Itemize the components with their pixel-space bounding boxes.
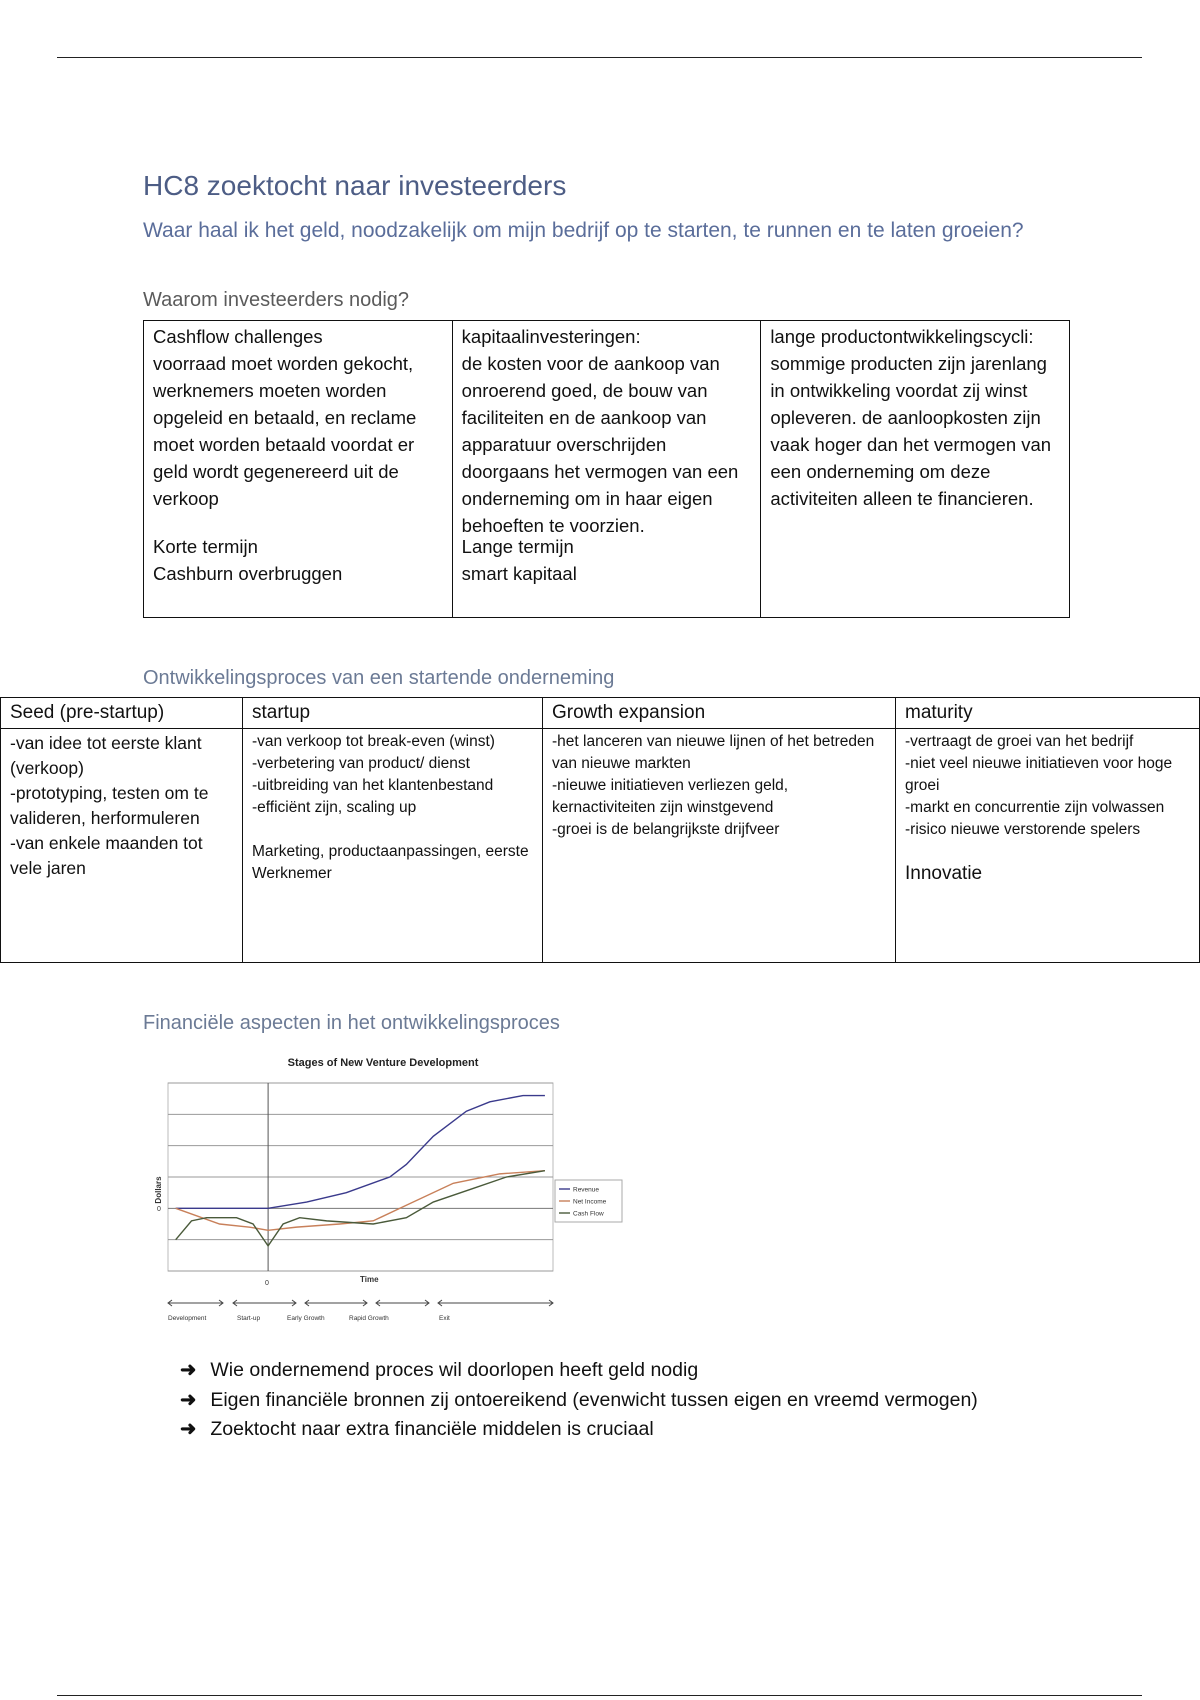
list-item: -risico nieuwe verstorende spelers bbox=[905, 821, 1141, 838]
list-item: -verbetering van product/ dienst bbox=[252, 755, 470, 772]
x-axis-label: Time bbox=[360, 1275, 379, 1284]
list-item: -van idee tot eerste klant (verkoop) bbox=[10, 733, 202, 778]
list-item: ➜ Wie ondernemend proces wil doorlopen he… bbox=[180, 1356, 978, 1386]
maturity-cell: -vertraagt de groei van het bedrijf -nie… bbox=[895, 728, 1200, 963]
list-item: -het lanceren van nieuwe lijnen of het b… bbox=[552, 733, 875, 772]
cell-footer: Lange termijn bbox=[461, 536, 574, 557]
series-line-cash-flow bbox=[175, 1170, 546, 1248]
section-heading-why-investors: Waarom investeerders nodig? bbox=[143, 289, 410, 311]
stage-label: Exit bbox=[439, 1315, 450, 1322]
capital-investments-cell: kapitaalinvesteringen: de kosten voor de… bbox=[451, 320, 762, 618]
development-stages-table: Seed (pre-startup) startup Growth expans… bbox=[0, 697, 1200, 963]
growth-cell: -het lanceren van nieuwe lijnen of het b… bbox=[542, 728, 896, 963]
seed-cell: -van idee tot eerste klant (verkoop) -pr… bbox=[0, 728, 243, 963]
header-growth: Growth expansion bbox=[542, 697, 896, 729]
page-subtitle: Waar haal ik het geld, noodzakelijk om m… bbox=[143, 219, 1024, 242]
startup-note: Marketing, productaanpassingen, eerste W… bbox=[252, 843, 529, 882]
bullet-list: ➜ Wie ondernemend proces wil doorlopen he… bbox=[180, 1356, 978, 1445]
cell-footer: Cashburn overbruggen bbox=[153, 563, 343, 584]
list-item: -nieuwe initiatieven verliezen geld, ker… bbox=[552, 777, 789, 816]
header-startup: startup bbox=[242, 697, 543, 729]
right-arrow-icon: ➜ bbox=[180, 1418, 197, 1440]
series-line-revenue bbox=[175, 1094, 545, 1210]
list-item: -markt en concurrentie zijn volwassen bbox=[905, 799, 1165, 816]
bullet-text: Eigen financiële bronnen zij ontoereiken… bbox=[210, 1388, 978, 1411]
section-heading-financial: Financiële aspecten in het ontwikkelings… bbox=[143, 1012, 560, 1034]
arrowhead-icon bbox=[167, 1299, 224, 1307]
cell-text: de kosten voor de aankoop van onroerend … bbox=[461, 353, 739, 536]
section-heading-development: Ontwikkelingsproces van een startende on… bbox=[143, 667, 615, 689]
cell-title: lange productontwikkelingscycli: bbox=[770, 326, 1034, 347]
x-tick-label: 0 bbox=[265, 1280, 269, 1287]
cell-footer: smart kapitaal bbox=[461, 563, 577, 584]
list-item: -van enkele maanden tot vele jaren bbox=[10, 833, 203, 878]
chart-title: Stages of New Venture Development bbox=[288, 1057, 479, 1069]
legend-label: Cash Flow bbox=[573, 1211, 604, 1218]
header-rule bbox=[57, 57, 1142, 58]
cell-footer: Korte termijn bbox=[153, 536, 258, 557]
list-item: -uitbreiding van het klantenbestand bbox=[252, 777, 494, 794]
venture-stages-chart: Stages of New Venture Development Time D… bbox=[154, 1057, 623, 1322]
bullet-text: Zoektocht naar extra financiële middelen… bbox=[210, 1418, 654, 1440]
legend-label: Net Income bbox=[573, 1199, 607, 1206]
maturity-note: Innovatie bbox=[905, 863, 983, 884]
arrowhead-icon bbox=[375, 1299, 430, 1307]
cell-title: kapitaalinvesteringen: bbox=[461, 326, 641, 347]
arrowhead-icon bbox=[304, 1299, 368, 1307]
stage-label: Rapid Growth bbox=[349, 1315, 389, 1322]
list-item: -efficiënt zijn, scaling up bbox=[252, 799, 417, 816]
header-seed: Seed (pre-startup) bbox=[0, 697, 243, 729]
cell-text: sommige producten zijn jarenlang in ontw… bbox=[770, 353, 1052, 509]
right-arrow-icon: ➜ bbox=[180, 1388, 197, 1411]
series-line-net-income bbox=[175, 1170, 545, 1231]
bullet-text: Wie ondernemend proces wil doorlopen hee… bbox=[210, 1359, 699, 1381]
cell-text: voorraad moet worden gekocht, werknemers… bbox=[153, 353, 417, 509]
arrowhead-icon bbox=[437, 1299, 554, 1307]
list-item: -van verkoop tot break-even (winst) bbox=[252, 733, 495, 750]
stage-label: Development bbox=[168, 1315, 206, 1322]
list-item: ➜ Zoektocht naar extra financiële middele… bbox=[180, 1415, 978, 1445]
list-item: -vertraagt de groei van het bedrijf bbox=[905, 733, 1134, 750]
list-item: -groei is de belangrijkste drijfveer bbox=[552, 821, 780, 838]
stage-label: Early Growth bbox=[287, 1315, 325, 1322]
stage-label: Start-up bbox=[237, 1315, 261, 1322]
why-investors-table: Cashflow challenges voorraad moet worden… bbox=[143, 320, 1070, 618]
legend-label: Revenue bbox=[573, 1187, 599, 1194]
y-axis-label: Dollars bbox=[154, 1176, 163, 1204]
cashflow-cell: Cashflow challenges voorraad moet worden… bbox=[143, 320, 453, 618]
list-item: -prototyping, testen om te valideren, he… bbox=[10, 783, 209, 828]
arrowhead-icon bbox=[232, 1299, 297, 1307]
right-arrow-icon: ➜ bbox=[180, 1359, 197, 1381]
product-cycles-cell: lange productontwikkelingscycli: sommige… bbox=[760, 320, 1070, 618]
startup-cell: -van verkoop tot break-even (winst) -ver… bbox=[242, 728, 543, 963]
list-item: ➜ Eigen financiële bronnen zij ontoereike… bbox=[180, 1386, 978, 1416]
footer-rule bbox=[57, 1695, 1142, 1696]
cell-title: Cashflow challenges bbox=[153, 326, 323, 347]
list-item: -niet veel nieuwe initiatieven voor hoge… bbox=[905, 755, 1173, 794]
y-tick-label: 0 bbox=[157, 1206, 161, 1213]
page-title: HC8 zoektocht naar investeerders bbox=[143, 170, 567, 201]
header-maturity: maturity bbox=[895, 697, 1200, 729]
